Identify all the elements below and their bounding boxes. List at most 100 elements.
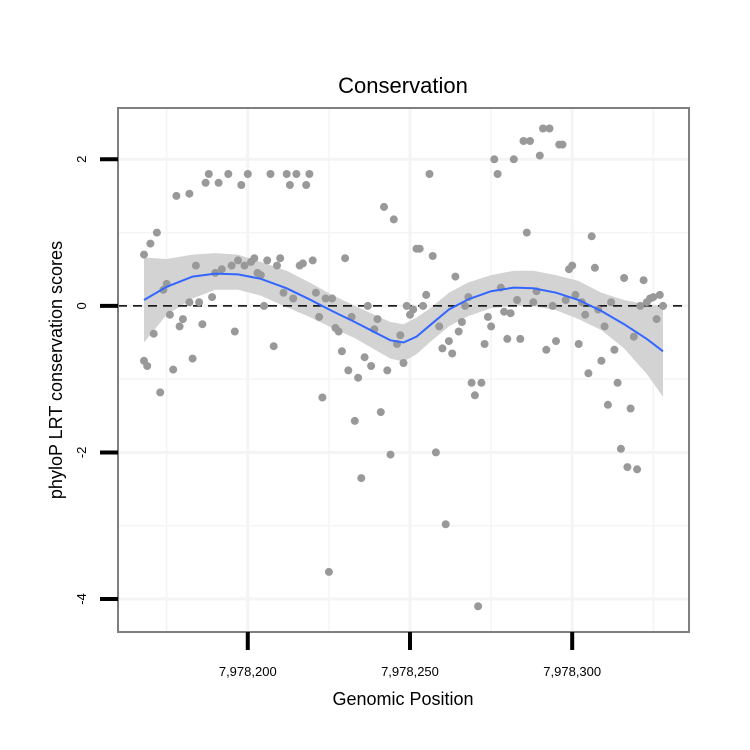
data-point xyxy=(613,378,622,387)
data-point xyxy=(574,340,583,348)
data-point xyxy=(146,239,155,248)
data-point xyxy=(256,271,265,280)
data-point xyxy=(444,337,453,346)
data-point xyxy=(224,170,233,178)
data-point xyxy=(175,322,184,331)
data-point xyxy=(188,354,197,363)
data-point xyxy=(328,294,337,303)
data-point xyxy=(344,366,353,375)
data-point xyxy=(250,254,259,263)
data-point xyxy=(483,312,492,321)
data-point xyxy=(422,290,431,299)
data-points xyxy=(140,124,667,611)
data-point xyxy=(230,327,239,336)
data-point xyxy=(607,298,616,307)
data-point xyxy=(571,290,580,299)
data-point xyxy=(279,288,288,297)
data-point xyxy=(389,215,398,224)
data-point xyxy=(425,170,434,178)
data-point xyxy=(652,315,661,324)
data-point xyxy=(448,349,457,358)
data-point xyxy=(616,444,625,453)
chart-title: Conservation xyxy=(338,73,468,98)
data-point xyxy=(198,320,207,329)
data-point xyxy=(516,334,525,343)
data-point xyxy=(590,263,599,272)
data-point xyxy=(428,252,437,260)
y-tick-label: -2 xyxy=(74,447,89,459)
data-point xyxy=(522,228,531,237)
data-point xyxy=(603,400,612,409)
data-point xyxy=(234,256,242,265)
data-point xyxy=(659,301,667,310)
data-point xyxy=(227,261,236,270)
data-point xyxy=(308,256,317,265)
data-point xyxy=(178,315,187,324)
data-point xyxy=(396,331,405,340)
data-point xyxy=(350,416,359,425)
data-point xyxy=(273,261,281,270)
data-point xyxy=(639,276,648,285)
data-point xyxy=(419,301,427,310)
data-point xyxy=(451,272,460,281)
data-point xyxy=(217,265,226,274)
data-point xyxy=(561,296,570,304)
data-point xyxy=(467,378,476,387)
data-point xyxy=(185,189,194,198)
data-point xyxy=(191,261,200,270)
data-point xyxy=(474,602,483,611)
data-point xyxy=(334,327,343,336)
data-point xyxy=(513,296,522,304)
data-point xyxy=(195,298,204,307)
data-point xyxy=(548,301,557,310)
data-point xyxy=(376,408,385,417)
data-point xyxy=(214,178,223,187)
data-point xyxy=(383,366,392,375)
data-point xyxy=(156,388,165,397)
y-tick-label: -4 xyxy=(74,593,89,605)
data-point xyxy=(587,232,596,241)
data-point xyxy=(169,365,178,374)
data-point xyxy=(243,170,252,178)
y-tick-label: 0 xyxy=(74,302,89,309)
data-point xyxy=(519,137,528,145)
data-point xyxy=(341,254,350,263)
data-point xyxy=(302,181,311,189)
data-point xyxy=(633,465,642,474)
data-point xyxy=(276,254,285,263)
data-point xyxy=(415,244,424,253)
data-point xyxy=(380,202,388,211)
data-point xyxy=(402,301,411,310)
data-point xyxy=(354,373,363,382)
data-point xyxy=(480,340,489,348)
data-point xyxy=(292,170,301,178)
data-point xyxy=(204,170,213,178)
data-point xyxy=(409,305,418,314)
data-point xyxy=(140,250,148,259)
data-point xyxy=(324,567,333,576)
data-point xyxy=(487,322,496,331)
data-point xyxy=(503,334,512,343)
data-point xyxy=(535,151,544,160)
data-point xyxy=(438,344,447,353)
data-point xyxy=(597,356,606,365)
data-point xyxy=(509,155,518,164)
data-point xyxy=(629,332,638,341)
data-point xyxy=(263,256,272,265)
data-point xyxy=(298,259,307,268)
data-point xyxy=(584,369,593,378)
data-point xyxy=(470,391,479,400)
y-tick-label: 2 xyxy=(74,156,89,163)
data-point xyxy=(493,170,502,178)
data-point xyxy=(552,337,560,346)
data-point xyxy=(152,228,161,237)
data-point xyxy=(568,261,577,270)
data-point xyxy=(490,155,499,164)
data-point xyxy=(623,463,632,472)
data-point xyxy=(558,140,567,149)
data-point xyxy=(363,301,372,310)
data-point xyxy=(185,298,194,307)
data-point xyxy=(367,362,376,370)
